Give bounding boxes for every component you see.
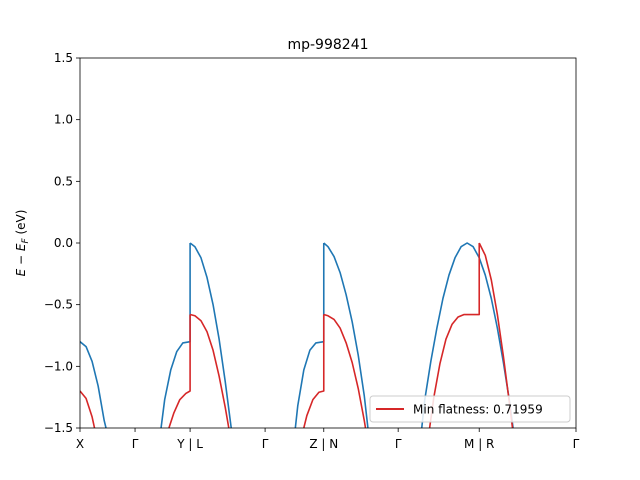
- x-tick-label: Y | L: [176, 437, 203, 451]
- x-axis-ticks: X Γ Y | L Γ Z | N Γ M | R Γ: [76, 428, 580, 451]
- series-1-segment-5: [428, 243, 481, 428]
- series-1-segment-2: [189, 313, 230, 428]
- series-1-segment-4: [323, 313, 367, 428]
- x-tick-label: Γ: [132, 437, 139, 451]
- y-axis-ticks: 1.5 1.0 0.5 0.0 −0.5 −1.0 −1.5: [44, 51, 80, 435]
- series-1-segment-0: [80, 390, 96, 428]
- series-1-segment-1: [168, 314, 191, 428]
- y-tick-label: −0.5: [44, 298, 73, 312]
- y-tick-label: 1.0: [54, 113, 73, 127]
- x-tick-label: Γ: [395, 437, 402, 451]
- y-axis-label-main: E − E: [14, 243, 28, 276]
- series-0-segment-2: [189, 242, 233, 428]
- series-layer: [80, 242, 514, 428]
- x-tick-label: Γ: [262, 437, 269, 451]
- x-tick-label: Z | N: [309, 437, 338, 451]
- x-tick-label: X: [76, 437, 84, 451]
- y-tick-label: −1.0: [44, 359, 73, 373]
- series-0-segment-4: [323, 242, 369, 428]
- plot-frame: [79, 57, 577, 429]
- y-tick-label: −1.5: [44, 421, 73, 435]
- legend-label: Min flatness: 0.71959: [413, 403, 543, 417]
- series-0-segment-5: [420, 242, 514, 428]
- y-tick-label: 1.5: [54, 51, 73, 65]
- series-1-segment-3: [303, 314, 325, 428]
- series-0-segment-0: [80, 341, 107, 428]
- x-tick-label: M | R: [464, 437, 494, 451]
- legend-box: [369, 395, 571, 423]
- legend: Min flatness: 0.71959: [369, 395, 571, 423]
- y-tick-label: 0.0: [54, 236, 73, 250]
- y-axis-label: E − EF (eV): [14, 210, 31, 277]
- chart-title: mp-998241: [287, 37, 368, 53]
- y-tick-label: 0.5: [54, 174, 73, 188]
- y-axis-label-unit: (eV): [14, 210, 28, 239]
- y-axis-label-subscript: F: [21, 238, 31, 244]
- x-tick-label: Γ: [573, 437, 580, 451]
